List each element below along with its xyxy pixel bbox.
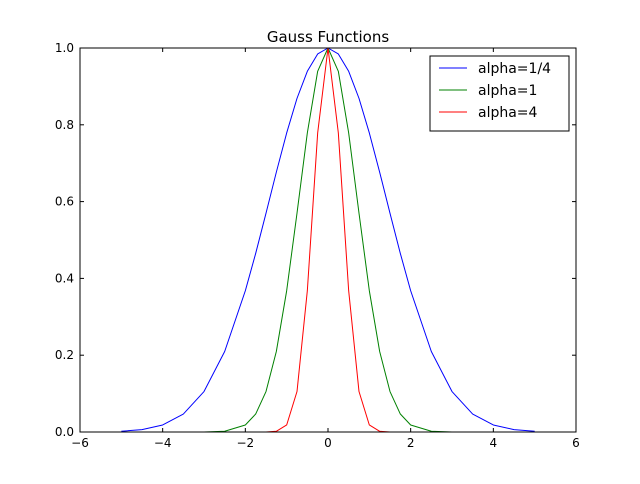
x-tick-label: 6 [572,436,580,450]
y-tick-label: 1.0 [55,41,74,55]
legend-label: alpha=1 [478,83,537,99]
x-tick-label: −2 [236,436,254,450]
y-tick-label: 0.2 [55,348,74,362]
y-tick-label: 0.0 [55,425,74,439]
legend-label: alpha=1/4 [478,61,551,77]
legend-label: alpha=4 [478,105,538,121]
x-tick-label: −4 [154,436,172,450]
x-tick-label: 0 [324,436,332,450]
y-tick-label: 0.8 [55,118,74,132]
y-tick-label: 0.6 [55,195,74,209]
legend: alpha=1/4 alpha=1 alpha=4 [429,55,570,132]
ticks-layer: −6 −4 −2 0 2 4 6 0.0 0.2 0.4 0.6 0.8 1.0 [55,41,580,450]
chart-title: Gauss Functions [267,28,390,46]
x-tick-label: 4 [490,436,498,450]
plot-frame [79,47,577,433]
y-tick-label: 0.4 [55,271,74,285]
x-tick-label: 2 [407,436,415,450]
x-tick-label: −6 [71,436,89,450]
